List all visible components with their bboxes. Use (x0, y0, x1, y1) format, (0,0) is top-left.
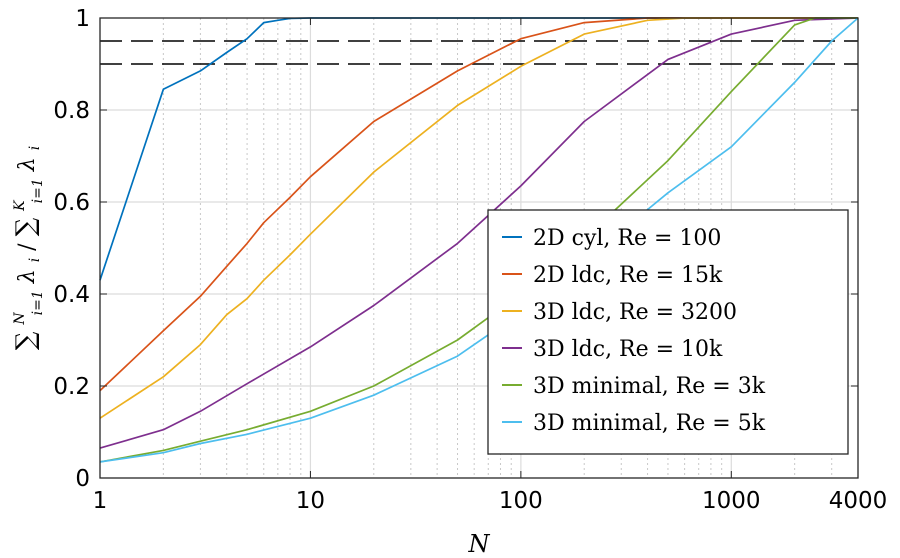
legend-entry: 3D minimal, Re = 3k (533, 374, 766, 399)
series-line-4 (99, 17, 859, 449)
x-tick-label: 4000 (829, 488, 888, 514)
y-axis-title: ∑ N i=1 λ i / ∑ K i=1 λ i (5, 146, 48, 350)
ylabel-sub1: i=1 (30, 290, 46, 315)
legend: 2D cyl, Re = 100 2D ldc, Re = 15k 3D ldc, … (487, 209, 849, 455)
x-tick-label: 10 (296, 488, 325, 514)
legend-box (487, 209, 849, 455)
plot-frame (99, 17, 859, 479)
ylabel-sub2: i=1 (30, 178, 46, 203)
x-tick-label: 1000 (702, 488, 761, 514)
series-line-3 (99, 17, 858, 419)
ylabel-lambda2: λ (15, 157, 40, 172)
ylabel-i1: i (27, 258, 43, 262)
series-line-2 (99, 17, 858, 392)
y-tick-label: 0.8 (53, 98, 90, 124)
y-tick-label: 0.2 (53, 374, 90, 400)
legend-entry: 2D ldc, Re = 15k (533, 263, 723, 288)
ylabel-lambda1: λ (15, 269, 40, 284)
y-tick-label: 0.6 (53, 190, 90, 216)
ylabel-sup1: N (12, 312, 28, 326)
x-tick-label: 1 (93, 488, 108, 514)
y-tick-label: 1 (75, 6, 90, 32)
y-tick-label: 0.4 (53, 282, 90, 308)
x-axis-title: N (468, 530, 491, 558)
legend-entry: 2D cyl, Re = 100 (533, 226, 721, 251)
reference-lines (100, 40, 858, 65)
x-tick-label: 100 (499, 488, 543, 514)
axis-ticks: 1 10 100 1000 4000 0 0.2 0.4 0.6 0.8 1 (53, 6, 887, 514)
ylabel-sup2: K (12, 199, 28, 212)
legend-entry: 3D ldc, Re = 3200 (533, 300, 737, 325)
ylabel-slash: / (15, 236, 40, 250)
y-tick-label: 0 (75, 466, 90, 492)
legend-entry: 3D minimal, Re = 5k (533, 411, 766, 436)
ylabel-sum2: ∑ (11, 217, 41, 236)
legend-entry: 3D ldc, Re = 10k (533, 337, 723, 362)
ylabel-i2: i (27, 146, 43, 150)
ylabel-sum1: ∑ (11, 331, 41, 350)
